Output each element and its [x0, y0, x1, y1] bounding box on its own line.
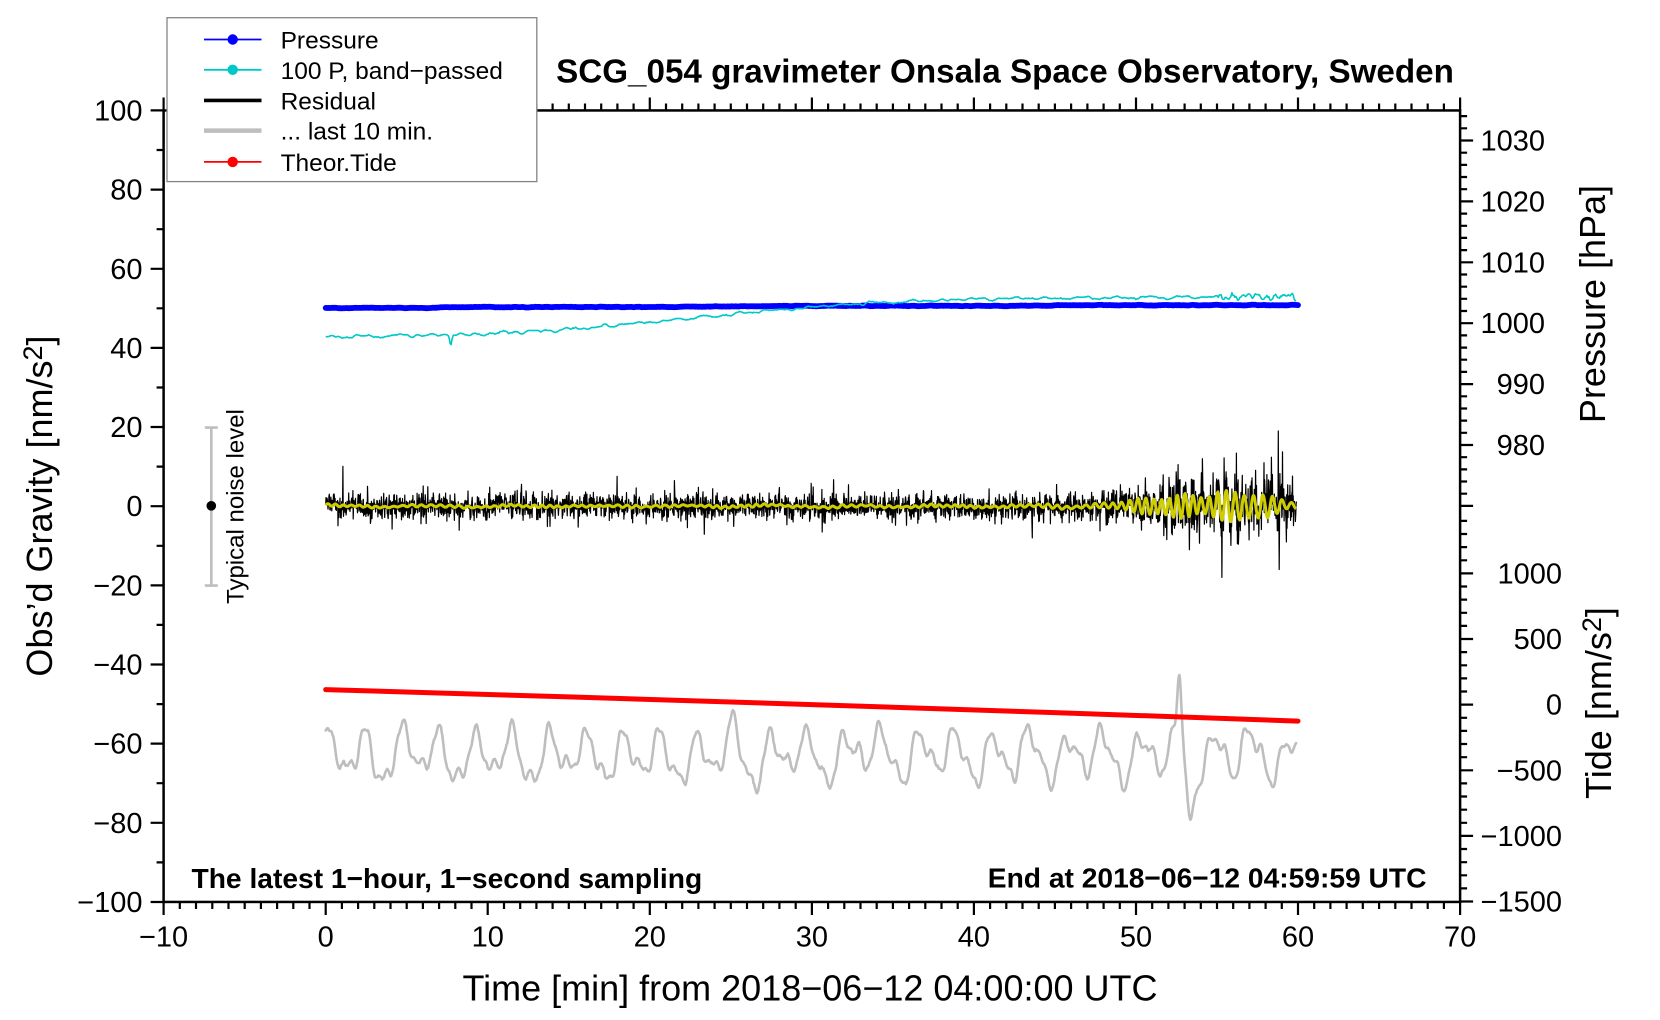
svg-text:... last 10 min.: ... last 10 min.: [281, 119, 434, 146]
svg-text:Tide [nm/s2]: Tide [nm/s2]: [1577, 607, 1619, 799]
svg-text:−20: −20: [93, 570, 142, 602]
svg-text:1000: 1000: [1480, 308, 1545, 340]
svg-text:40: 40: [958, 922, 990, 954]
svg-text:Typical noise level: Typical noise level: [223, 409, 250, 604]
svg-text:−10: −10: [139, 922, 188, 954]
svg-text:Time [min] from 2018−06−12 04:: Time [min] from 2018−06−12 04:00:00 UTC: [462, 968, 1157, 1009]
svg-text:100: 100: [94, 95, 142, 127]
svg-text:500: 500: [1514, 624, 1562, 656]
svg-text:70: 70: [1444, 922, 1476, 954]
svg-text:40: 40: [110, 333, 142, 365]
svg-text:50: 50: [1120, 922, 1152, 954]
svg-text:SCG_054 gravimeter Onsala Spac: SCG_054 gravimeter Onsala Space Observat…: [556, 54, 1454, 91]
svg-text:The latest 1−hour, 1−second sa: The latest 1−hour, 1−second sampling: [192, 862, 703, 894]
svg-text:0: 0: [318, 922, 334, 954]
svg-text:−500: −500: [1497, 755, 1562, 787]
svg-text:Pressure [hPa]: Pressure [hPa]: [1572, 185, 1613, 423]
svg-text:−60: −60: [93, 729, 142, 761]
svg-text:20: 20: [634, 922, 666, 954]
svg-text:Pressure: Pressure: [281, 28, 379, 55]
svg-text:100 P, band−passed: 100 P, band−passed: [281, 58, 503, 85]
svg-text:Theor.Tide: Theor.Tide: [281, 150, 397, 177]
svg-text:20: 20: [110, 412, 142, 444]
svg-text:80: 80: [110, 175, 142, 207]
svg-text:−1000: −1000: [1481, 821, 1562, 853]
svg-text:60: 60: [110, 254, 142, 286]
svg-text:−1500: −1500: [1481, 887, 1562, 919]
svg-text:Residual: Residual: [281, 88, 376, 115]
svg-text:1010: 1010: [1480, 247, 1545, 279]
svg-text:−40: −40: [93, 650, 142, 682]
svg-text:−80: −80: [93, 808, 142, 840]
svg-text:Obs’d Gravity [nm/s2]: Obs’d Gravity [nm/s2]: [18, 335, 60, 676]
svg-text:60: 60: [1282, 922, 1314, 954]
svg-text:10: 10: [472, 922, 504, 954]
svg-text:980: 980: [1497, 430, 1545, 462]
svg-text:End at 2018−06−12 04:59:59 UTC: End at 2018−06−12 04:59:59 UTC: [988, 862, 1427, 894]
svg-text:1020: 1020: [1480, 186, 1545, 218]
svg-text:0: 0: [1546, 690, 1562, 722]
svg-text:0: 0: [126, 491, 142, 523]
svg-text:1000: 1000: [1497, 558, 1562, 590]
svg-text:−100: −100: [77, 887, 142, 919]
svg-text:1030: 1030: [1480, 126, 1545, 158]
svg-text:30: 30: [796, 922, 828, 954]
svg-text:990: 990: [1497, 369, 1545, 401]
